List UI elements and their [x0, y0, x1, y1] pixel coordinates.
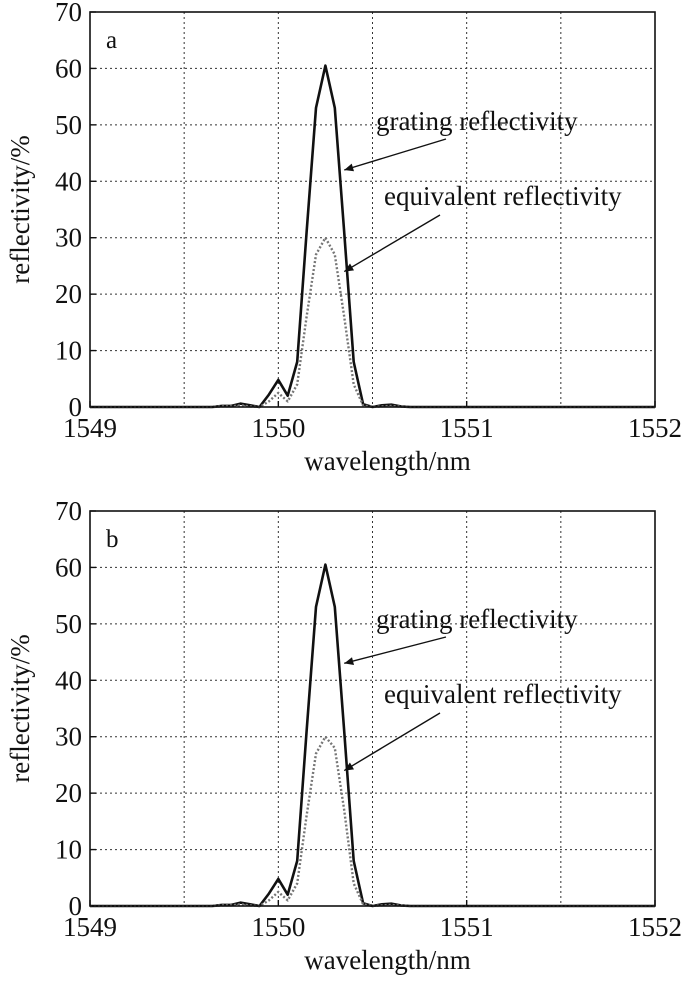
x-tick-label: 1550	[251, 413, 305, 443]
y-tick-label: 0	[69, 891, 83, 921]
y-tick-label: 20	[55, 778, 82, 808]
y-tick-label: 70	[55, 496, 82, 526]
x-tick-label: 1551	[440, 912, 494, 942]
y-tick-label: 30	[55, 223, 82, 253]
y-tick-label: 30	[55, 722, 82, 752]
y-tick-label: 10	[55, 336, 82, 366]
annotation-label: equivalent reflectivity	[384, 679, 622, 709]
panel-label: a	[106, 27, 117, 54]
annotation-leader-line	[343, 214, 441, 273]
annotation-leader-line	[344, 636, 447, 665]
y-tick-label: 60	[55, 53, 82, 83]
y-tick-label: 50	[55, 110, 82, 140]
x-tick-label: 1550	[251, 912, 305, 942]
x-tick-label: 1549	[63, 912, 117, 942]
annotation-label: grating reflectivity	[376, 106, 578, 136]
x-tick-label: 1549	[63, 413, 117, 443]
annotation-leader-line	[343, 712, 441, 772]
x-axis-label: wavelength/nm	[304, 446, 470, 476]
y-tick-label: 40	[55, 665, 82, 695]
y-tick-label: 60	[55, 552, 82, 582]
series-line-equivalent	[90, 236, 655, 409]
y-tick-label: 50	[55, 609, 82, 639]
plot-frame	[89, 510, 656, 907]
panel-label: b	[106, 526, 119, 553]
x-tick-label: 1552	[628, 912, 682, 942]
annotation-label: grating reflectivity	[376, 604, 578, 634]
annotation-leader-line	[344, 138, 447, 171]
annotation-label: equivalent reflectivity	[384, 181, 622, 211]
x-tick-label: 1551	[440, 413, 494, 443]
y-tick-label: 20	[55, 279, 82, 309]
annotation-arrowhead	[344, 657, 354, 665]
y-tick-label: 70	[55, 0, 82, 27]
x-axis-label: wavelength/nm	[304, 945, 470, 975]
x-tick-label: 1552	[628, 413, 682, 443]
chart-panel-a: 1549 1550 1551 1552 0 10 20 30 40 50 60 70 wavelengt…	[5, 0, 682, 476]
y-axis-label: reflectivity/%	[5, 135, 35, 283]
y-tick-label: 40	[55, 166, 82, 196]
plot-frame	[89, 11, 656, 408]
annotation-arrowhead	[344, 762, 354, 771]
annotation-arrowhead	[344, 163, 354, 172]
y-tick-label: 0	[69, 392, 83, 422]
annotation-arrowhead	[344, 263, 354, 272]
chart-panel-b: 1549 1550 1551 1552 0 10 20 30 40 50 60 70 wavelengt…	[5, 496, 682, 975]
y-tick-label: 10	[55, 835, 82, 865]
y-axis-label: reflectivity/%	[5, 634, 35, 782]
series-line-equivalent	[90, 735, 655, 908]
